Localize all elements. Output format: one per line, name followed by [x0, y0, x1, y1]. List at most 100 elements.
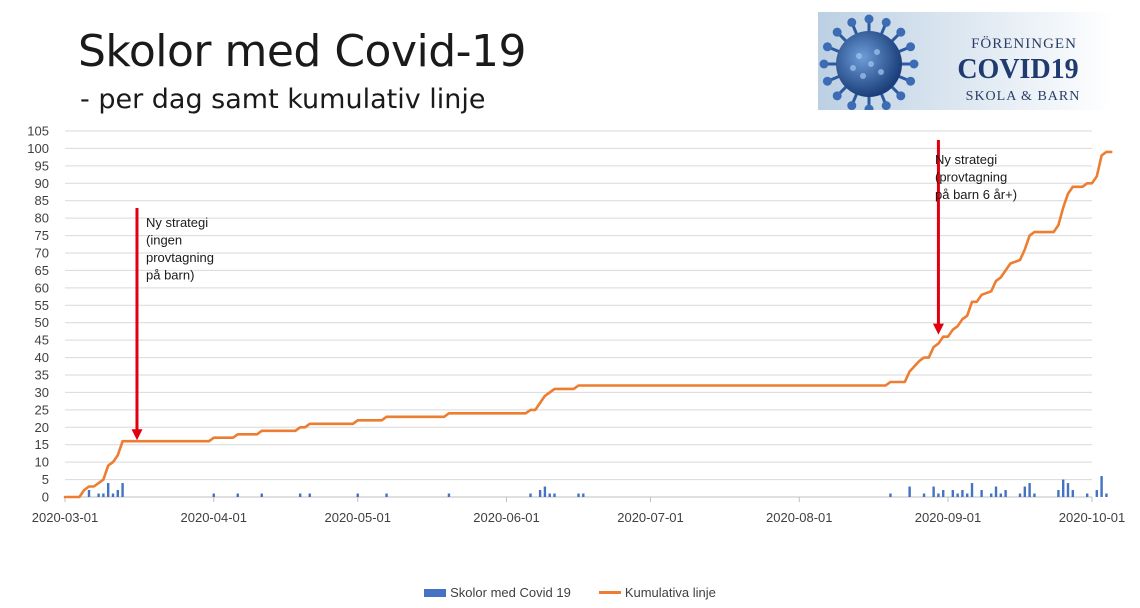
bar	[385, 493, 388, 497]
virus-spike-tip	[864, 14, 874, 24]
x-tick-label: 2020-03-01	[32, 510, 99, 525]
x-tick-label: 2020-09-01	[915, 510, 982, 525]
annotation-second-text-line: på barn 6 år+)	[935, 187, 1017, 202]
chart-subtitle: - per dag samt kumulativ linje	[80, 84, 486, 115]
virus-spike-tip	[906, 76, 916, 86]
y-tick-label: 25	[35, 402, 49, 417]
bar	[447, 493, 451, 497]
virus-spot	[860, 73, 866, 79]
bar-series	[87, 476, 1108, 497]
bar	[1023, 486, 1027, 497]
bar	[1071, 490, 1075, 497]
bar	[356, 493, 359, 497]
y-tick-label: 55	[35, 298, 49, 313]
bar	[1004, 490, 1007, 497]
annotation-second-text: Ny strategi (provtagning på barn 6 år+)	[935, 152, 1017, 202]
bar	[966, 493, 969, 497]
virus-spike-tip	[881, 101, 891, 110]
y-tick-label: 30	[35, 385, 49, 400]
bar	[121, 483, 124, 497]
bar	[937, 493, 940, 497]
covid19-association-logo: FÖRENINGEN COVID19 SKOLA & BARN	[818, 12, 1113, 110]
y-tick-label: 45	[35, 333, 49, 348]
annotation-first-text-line: provtagning	[146, 250, 214, 265]
cumulative-line	[63, 150, 1113, 499]
bar	[999, 493, 1003, 497]
y-tick-label: 95	[35, 158, 49, 173]
bar	[538, 490, 542, 497]
bar	[111, 493, 115, 497]
legend-label-line: Kumulativa linje	[624, 585, 716, 600]
bar	[994, 486, 998, 497]
y-tick-label: 15	[35, 437, 49, 452]
bar	[889, 493, 892, 497]
virus-spike-tip	[906, 42, 916, 52]
virus-spike-tip	[822, 76, 832, 86]
y-tick-label: 20	[35, 420, 49, 435]
y-tick-label: 65	[35, 263, 49, 278]
bar	[1033, 493, 1036, 497]
bar	[582, 493, 585, 497]
y-tick-label: 100	[27, 141, 49, 156]
x-tick-label: 2020-10-01	[1059, 510, 1126, 525]
bar	[87, 490, 91, 497]
bar	[1018, 493, 1022, 497]
legend-item-bars: Skolor med Covid 19	[424, 585, 571, 600]
virus-spot	[874, 49, 880, 55]
y-tick-label: 85	[35, 193, 49, 208]
virus-spot	[850, 65, 856, 71]
bar	[956, 493, 959, 497]
virus-spike-tip	[847, 17, 857, 27]
bar	[990, 493, 993, 497]
bar	[1028, 483, 1031, 497]
x-tick-label: 2020-05-01	[324, 510, 391, 525]
bar	[577, 493, 580, 497]
chart-plot: 0 5 10 15 20 25 30 35 40 45 50 55 60 65 70 75 80 85 90 95 10…	[27, 124, 1126, 526]
annotation-first-arrow-head	[131, 429, 143, 441]
bar	[298, 493, 302, 497]
bar	[553, 493, 556, 497]
virus-spike-tip	[847, 101, 857, 110]
virus-spot	[856, 53, 862, 59]
logo-line2: COVID19	[957, 54, 1078, 85]
y-tick-label: 80	[35, 211, 49, 226]
virus-icon	[819, 14, 919, 110]
bar	[1066, 483, 1070, 497]
chart-title: Skolor med Covid-19	[78, 26, 527, 77]
bar	[116, 490, 119, 497]
bar	[970, 483, 974, 497]
y-tick-label: 70	[35, 246, 49, 261]
virus-spike-tip	[909, 59, 919, 69]
bar	[980, 490, 983, 497]
virus-spike-tip	[881, 17, 891, 27]
legend-swatch-bars	[424, 588, 447, 597]
virus-spike-tip	[832, 27, 842, 37]
virus-spike-tip	[822, 42, 832, 52]
annotation-first-text-line: (ingen	[146, 233, 182, 248]
logo-line1: FÖRENINGEN	[971, 35, 1077, 52]
legend: Skolor med Covid 19 Kumulativa linje	[0, 585, 1140, 600]
x-tick-label: 2020-04-01	[181, 510, 248, 525]
bar	[922, 493, 926, 497]
bar	[961, 490, 964, 497]
bar	[1095, 490, 1098, 497]
y-tick-label: 75	[35, 228, 49, 243]
bar	[932, 486, 935, 497]
annotation-first-text-line: på barn)	[146, 268, 194, 283]
bar	[1105, 493, 1108, 497]
bar	[548, 493, 551, 497]
y-tick-label: 0	[42, 490, 49, 505]
virus-spike-tip	[832, 91, 842, 101]
annotation-second-arrow-head	[932, 323, 944, 335]
bar	[942, 490, 945, 497]
bar	[529, 493, 532, 497]
virus-spike-tip	[896, 27, 906, 37]
bar	[1057, 490, 1060, 497]
y-tick-label: 50	[35, 315, 49, 330]
y-tick-label: 90	[35, 176, 49, 191]
annotation-second-text-line: Ny strategi	[935, 152, 997, 167]
bar	[908, 486, 911, 497]
bar	[97, 493, 100, 497]
y-tick-label: 40	[35, 350, 49, 365]
bar	[212, 493, 215, 497]
